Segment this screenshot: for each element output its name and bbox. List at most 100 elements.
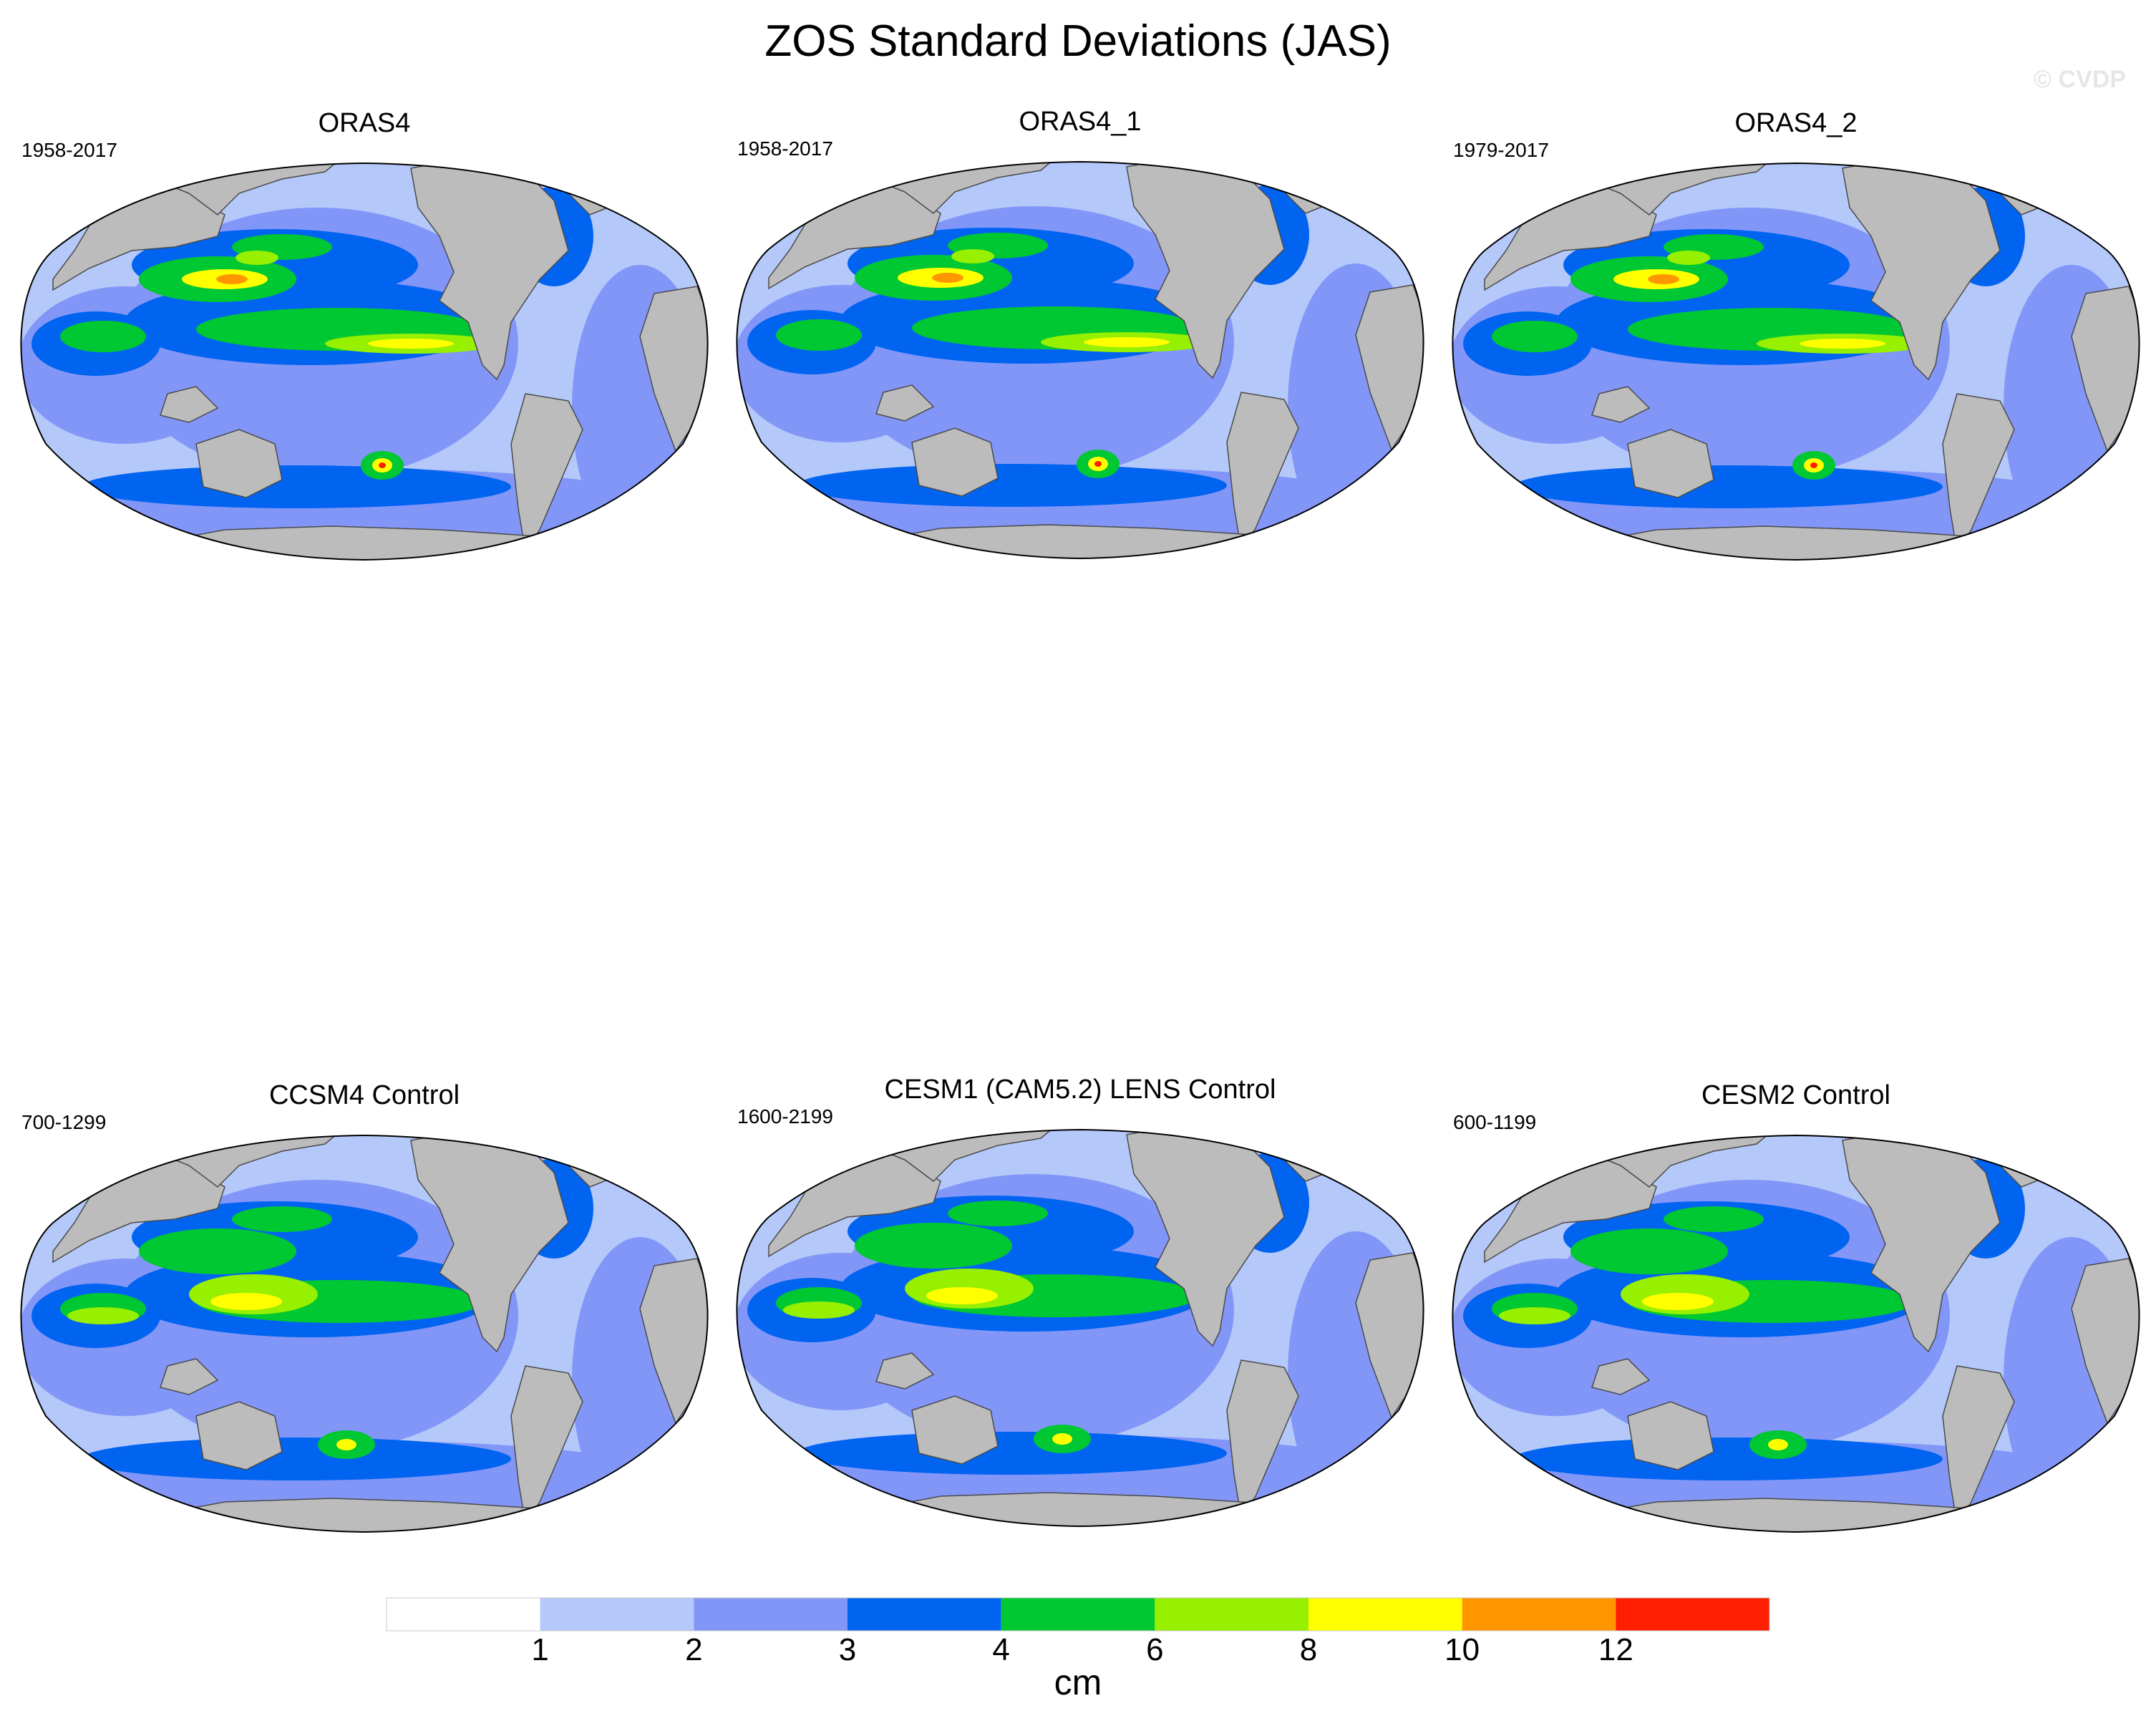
tropical-indian-band <box>60 321 146 352</box>
tropical-indian-band <box>776 319 862 351</box>
map-panel-cesm2-control: CESM2 Control 600-1199 <box>1442 1080 2150 1538</box>
north-america-landmass <box>1126 162 1285 379</box>
south-america-landmass <box>1226 392 1299 551</box>
colorbar-tick-label: 3 <box>838 1632 857 1667</box>
australia-landmass <box>911 427 999 497</box>
robinson-map <box>1452 143 2140 561</box>
australia-landmass <box>195 1401 283 1470</box>
south-pacific-peak <box>1768 1439 1788 1450</box>
acc-high-variance <box>797 464 1227 507</box>
map-panel-ccsm4-control: CCSM4 Control 700-1299 <box>10 1080 719 1538</box>
tropical-pacific-core <box>926 1287 998 1304</box>
robinson-map <box>20 143 709 561</box>
map-outline <box>736 1128 1424 1528</box>
siberia-landmass <box>152 1135 348 1188</box>
panel-title: CCSM4 Control <box>268 1080 460 1110</box>
equatorial-peak-core <box>368 339 454 349</box>
southeast-pacific-core <box>1094 461 1102 467</box>
south-pacific-peak <box>336 1439 356 1450</box>
colorbar-swatch <box>1001 1598 1155 1631</box>
southeast-pacific-core <box>379 462 386 468</box>
colorbar-tick-label: 1 <box>531 1632 549 1667</box>
maritime-continent-landmass <box>160 1358 219 1395</box>
arctic-peak <box>282 143 339 157</box>
arctic-peak <box>1714 143 1771 157</box>
siberia-landmass <box>152 163 348 215</box>
south-america-landmass <box>1226 1359 1299 1519</box>
arctic-peak <box>998 142 1055 156</box>
tropical-pacific-core <box>210 1293 282 1310</box>
siberia-landmass <box>868 1130 1064 1182</box>
acc-high-variance <box>797 1432 1227 1475</box>
panel-title: CESM1 (CAM5.2) LENS Control <box>884 1075 1276 1105</box>
maritime-continent-landmass <box>875 1352 935 1390</box>
kuroshio-band <box>1570 1228 1728 1274</box>
subtropical-peak <box>235 251 278 265</box>
siberia-landmass <box>1583 1135 1779 1188</box>
acc-high-variance <box>82 465 511 508</box>
colorbar-tick-label: 4 <box>992 1632 1010 1667</box>
map-content <box>737 1130 1424 1526</box>
map-outline <box>20 1134 709 1533</box>
figure-title: ZOS Standard Deviations (JAS) <box>764 16 1392 66</box>
panel-years: 1958-2017 <box>737 137 833 160</box>
colorbar-swatch <box>540 1598 694 1631</box>
north-america-landmass <box>410 1135 569 1353</box>
indian-ocean-peak <box>1499 1307 1570 1324</box>
map-content <box>21 143 708 560</box>
maritime-continent-landmass <box>160 386 219 423</box>
south-america-landmass <box>510 1365 583 1525</box>
west-pacific-core <box>1648 274 1679 284</box>
colorbar-swatch <box>694 1598 848 1631</box>
robinson-map <box>736 1128 1424 1528</box>
colorbar-tick-label: 12 <box>1598 1632 1633 1667</box>
acc-high-variance <box>1513 1438 1943 1480</box>
australia-landmass <box>1627 429 1714 498</box>
map-content <box>1452 1135 2140 1532</box>
north-america-landmass <box>1842 163 2001 381</box>
south-america-landmass <box>1942 1365 2015 1525</box>
colorbar-tick-label: 10 <box>1444 1632 1480 1667</box>
north-pacific-band <box>1664 1206 1764 1232</box>
map-panel-cesm1-lens-control: CESM1 (CAM5.2) LENS Control 1600-2199 <box>726 1074 1434 1532</box>
panel-title: CESM2 Control <box>1701 1080 1890 1110</box>
southeast-pacific-core <box>1810 462 1817 468</box>
subtropical-peak <box>951 249 994 263</box>
map-panel-oras4: ORAS4 1958-2017 <box>10 107 719 566</box>
colorbar-unit: cm <box>1054 1662 1102 1702</box>
map-outline <box>1452 1134 2140 1533</box>
map-content <box>1452 143 2140 560</box>
panel-years: 600-1199 <box>1453 1111 1537 1133</box>
colorbar-swatch <box>1616 1598 1769 1631</box>
kuroshio-band <box>139 1228 296 1274</box>
colorbar-tick-label: 8 <box>1299 1632 1318 1667</box>
indian-ocean-peak <box>783 1301 855 1319</box>
indian-ocean-peak <box>67 1307 139 1324</box>
map-panel-oras4-1: ORAS4_1 1958-2017 <box>726 106 1434 564</box>
colorbar-tick-label: 6 <box>1146 1632 1164 1667</box>
maritime-continent-landmass <box>1591 1358 1651 1395</box>
colorbar-swatch <box>1462 1598 1616 1631</box>
siberia-landmass <box>1583 163 1779 215</box>
colorbar-swatch <box>1155 1598 1308 1631</box>
colorbar-swatch <box>848 1598 1001 1631</box>
west-pacific-core <box>216 274 248 284</box>
south-pacific-peak <box>1052 1433 1072 1445</box>
west-pacific-core <box>932 273 963 283</box>
panel-years: 1600-2199 <box>737 1105 833 1128</box>
siberia-landmass <box>868 162 1064 214</box>
tropical-indian-band <box>1492 321 1578 352</box>
map-panel-oras4-2: ORAS4_2 1979-2017 <box>1442 107 2150 566</box>
north-america-landmass <box>410 163 569 381</box>
panel-title: ORAS4_1 <box>1019 107 1142 137</box>
robinson-map <box>20 1134 709 1533</box>
subtropical-peak <box>1667 251 1710 265</box>
map-outline <box>20 162 709 561</box>
cvdp-watermark: © CVDP <box>2034 66 2126 93</box>
colorbar-swatch <box>387 1598 540 1631</box>
robinson-map <box>1452 1134 2140 1533</box>
acc-high-variance <box>1513 465 1943 508</box>
map-outline <box>1452 162 2140 561</box>
colorbar-tick-label: 2 <box>685 1632 703 1667</box>
equatorial-peak-core <box>1084 337 1170 347</box>
